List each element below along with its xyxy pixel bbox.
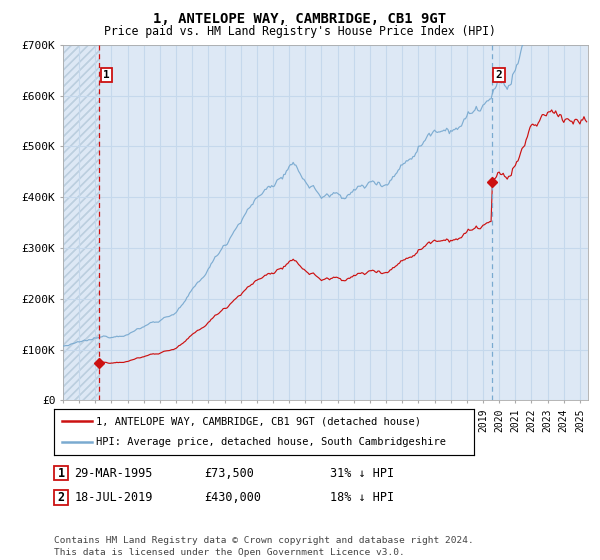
Text: 1: 1: [103, 70, 110, 80]
Text: £430,000: £430,000: [204, 491, 261, 504]
Text: 18-JUL-2019: 18-JUL-2019: [74, 491, 153, 504]
Text: Contains HM Land Registry data © Crown copyright and database right 2024.
This d: Contains HM Land Registry data © Crown c…: [54, 536, 474, 557]
Text: 1: 1: [58, 466, 65, 480]
Text: 1, ANTELOPE WAY, CAMBRIDGE, CB1 9GT: 1, ANTELOPE WAY, CAMBRIDGE, CB1 9GT: [154, 12, 446, 26]
Text: 2: 2: [496, 70, 503, 80]
Text: HPI: Average price, detached house, South Cambridgeshire: HPI: Average price, detached house, Sout…: [96, 437, 446, 447]
Text: 29-MAR-1995: 29-MAR-1995: [74, 466, 153, 480]
Text: 31% ↓ HPI: 31% ↓ HPI: [330, 466, 394, 480]
Text: 18% ↓ HPI: 18% ↓ HPI: [330, 491, 394, 504]
Text: 2: 2: [58, 491, 65, 504]
Text: 1, ANTELOPE WAY, CAMBRIDGE, CB1 9GT (detached house): 1, ANTELOPE WAY, CAMBRIDGE, CB1 9GT (det…: [96, 416, 421, 426]
Text: £73,500: £73,500: [204, 466, 254, 480]
Bar: [63, 45, 99, 400]
Text: Price paid vs. HM Land Registry's House Price Index (HPI): Price paid vs. HM Land Registry's House …: [104, 25, 496, 38]
Bar: [63, 45, 99, 400]
